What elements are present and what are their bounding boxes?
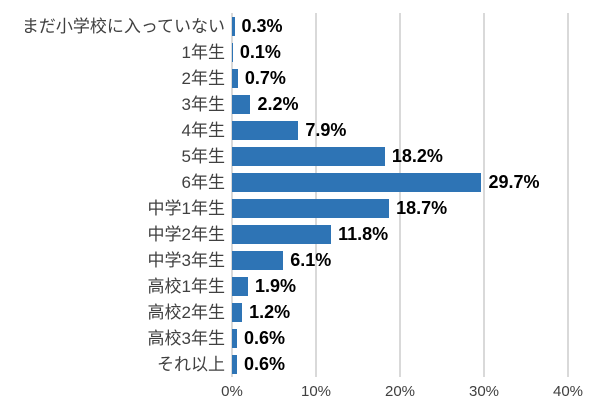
bar <box>232 120 299 140</box>
value-label: 0.1% <box>239 42 281 62</box>
category-label: それ以上 <box>157 354 225 374</box>
bar-row: 6年生 29.7% <box>0 169 568 195</box>
bar-track: 18.2% <box>232 143 568 169</box>
value-label: 18.7% <box>396 198 448 218</box>
value-label: 0.6% <box>244 354 286 374</box>
bar-track: 11.8% <box>232 221 568 247</box>
x-tick-label: 30% <box>468 383 500 400</box>
bar-track: 18.7% <box>232 195 568 221</box>
bar-rows: まだ小学校に入っていない 0.3% 1年生 0.1% 2年生 0.7% 3年生 … <box>0 13 568 377</box>
category-label: 高校1年生 <box>147 276 225 296</box>
x-axis: 0% 10% 20% 30% 40% <box>221 383 583 403</box>
bar <box>232 302 243 322</box>
category-label: 高校3年生 <box>147 328 225 348</box>
value-label: 7.9% <box>305 120 347 140</box>
gridline <box>399 13 401 377</box>
value-label: 1.9% <box>254 276 296 296</box>
bar-row: 高校3年生 0.6% <box>0 325 568 351</box>
category-label: 2年生 <box>181 68 225 88</box>
bar <box>232 328 238 348</box>
bar <box>232 172 482 192</box>
bar <box>232 354 238 374</box>
x-tick-label: 20% <box>384 383 416 400</box>
category-label: 6年生 <box>181 172 225 192</box>
value-label: 0.6% <box>244 328 286 348</box>
bar-row: 2年生 0.7% <box>0 65 568 91</box>
bar-row: 3年生 2.2% <box>0 91 568 117</box>
bar-track: 0.1% <box>232 39 568 65</box>
bar <box>232 250 284 270</box>
bar-track: 7.9% <box>232 117 568 143</box>
bar-track: 0.6% <box>232 351 568 377</box>
bar-row: 高校2年生 1.2% <box>0 299 568 325</box>
bar-row: 中学1年生 18.7% <box>0 195 568 221</box>
bar-track: 0.6% <box>232 325 568 351</box>
value-label: 29.7% <box>488 172 540 192</box>
value-label: 2.2% <box>257 94 299 114</box>
bar-row: 中学2年生 11.8% <box>0 221 568 247</box>
bar <box>232 224 332 244</box>
category-label: 中学2年生 <box>147 224 225 244</box>
bar-track: 1.9% <box>232 273 568 299</box>
bar-row: 高校1年生 1.9% <box>0 273 568 299</box>
category-label: 中学3年生 <box>147 250 225 270</box>
bar <box>232 94 251 114</box>
bar-row: まだ小学校に入っていない 0.3% <box>0 13 568 39</box>
bar-row: 5年生 18.2% <box>0 143 568 169</box>
category-label: 1年生 <box>181 42 225 62</box>
bar-track: 29.7% <box>232 169 568 195</box>
bar-track: 6.1% <box>232 247 568 273</box>
bar <box>232 146 385 166</box>
bar <box>232 42 233 62</box>
bar-track: 2.2% <box>232 91 568 117</box>
bar <box>232 276 248 296</box>
category-label: 中学1年生 <box>147 198 225 218</box>
gridline <box>567 13 569 377</box>
x-tick-label: 10% <box>300 383 332 400</box>
value-label: 18.2% <box>391 146 443 166</box>
gridline-layer <box>231 13 569 377</box>
bar-row: 4年生 7.9% <box>0 117 568 143</box>
bar <box>232 16 235 36</box>
category-label: 5年生 <box>181 146 225 166</box>
x-tick-label: 0% <box>221 383 243 400</box>
bar-track: 0.3% <box>232 13 568 39</box>
gridline <box>231 13 233 377</box>
value-label: 0.3% <box>241 16 283 36</box>
category-label: 高校2年生 <box>147 302 225 322</box>
value-label: 6.1% <box>290 250 332 270</box>
bar <box>232 68 238 88</box>
category-label: 4年生 <box>181 120 225 140</box>
bar-track: 0.7% <box>232 65 568 91</box>
bar-row: それ以上 0.6% <box>0 351 568 377</box>
bar-track: 1.2% <box>232 299 568 325</box>
category-label: まだ小学校に入っていない <box>21 16 225 36</box>
value-label: 1.2% <box>249 302 291 322</box>
value-label: 0.7% <box>244 68 286 88</box>
value-label: 11.8% <box>338 224 389 244</box>
bar-row: 中学3年生 6.1% <box>0 247 568 273</box>
x-tick-label: 40% <box>552 383 584 400</box>
gridline <box>483 13 485 377</box>
category-label: 3年生 <box>181 94 225 114</box>
bar-row: 1年生 0.1% <box>0 39 568 65</box>
bar <box>232 198 390 218</box>
gridline <box>315 13 317 377</box>
